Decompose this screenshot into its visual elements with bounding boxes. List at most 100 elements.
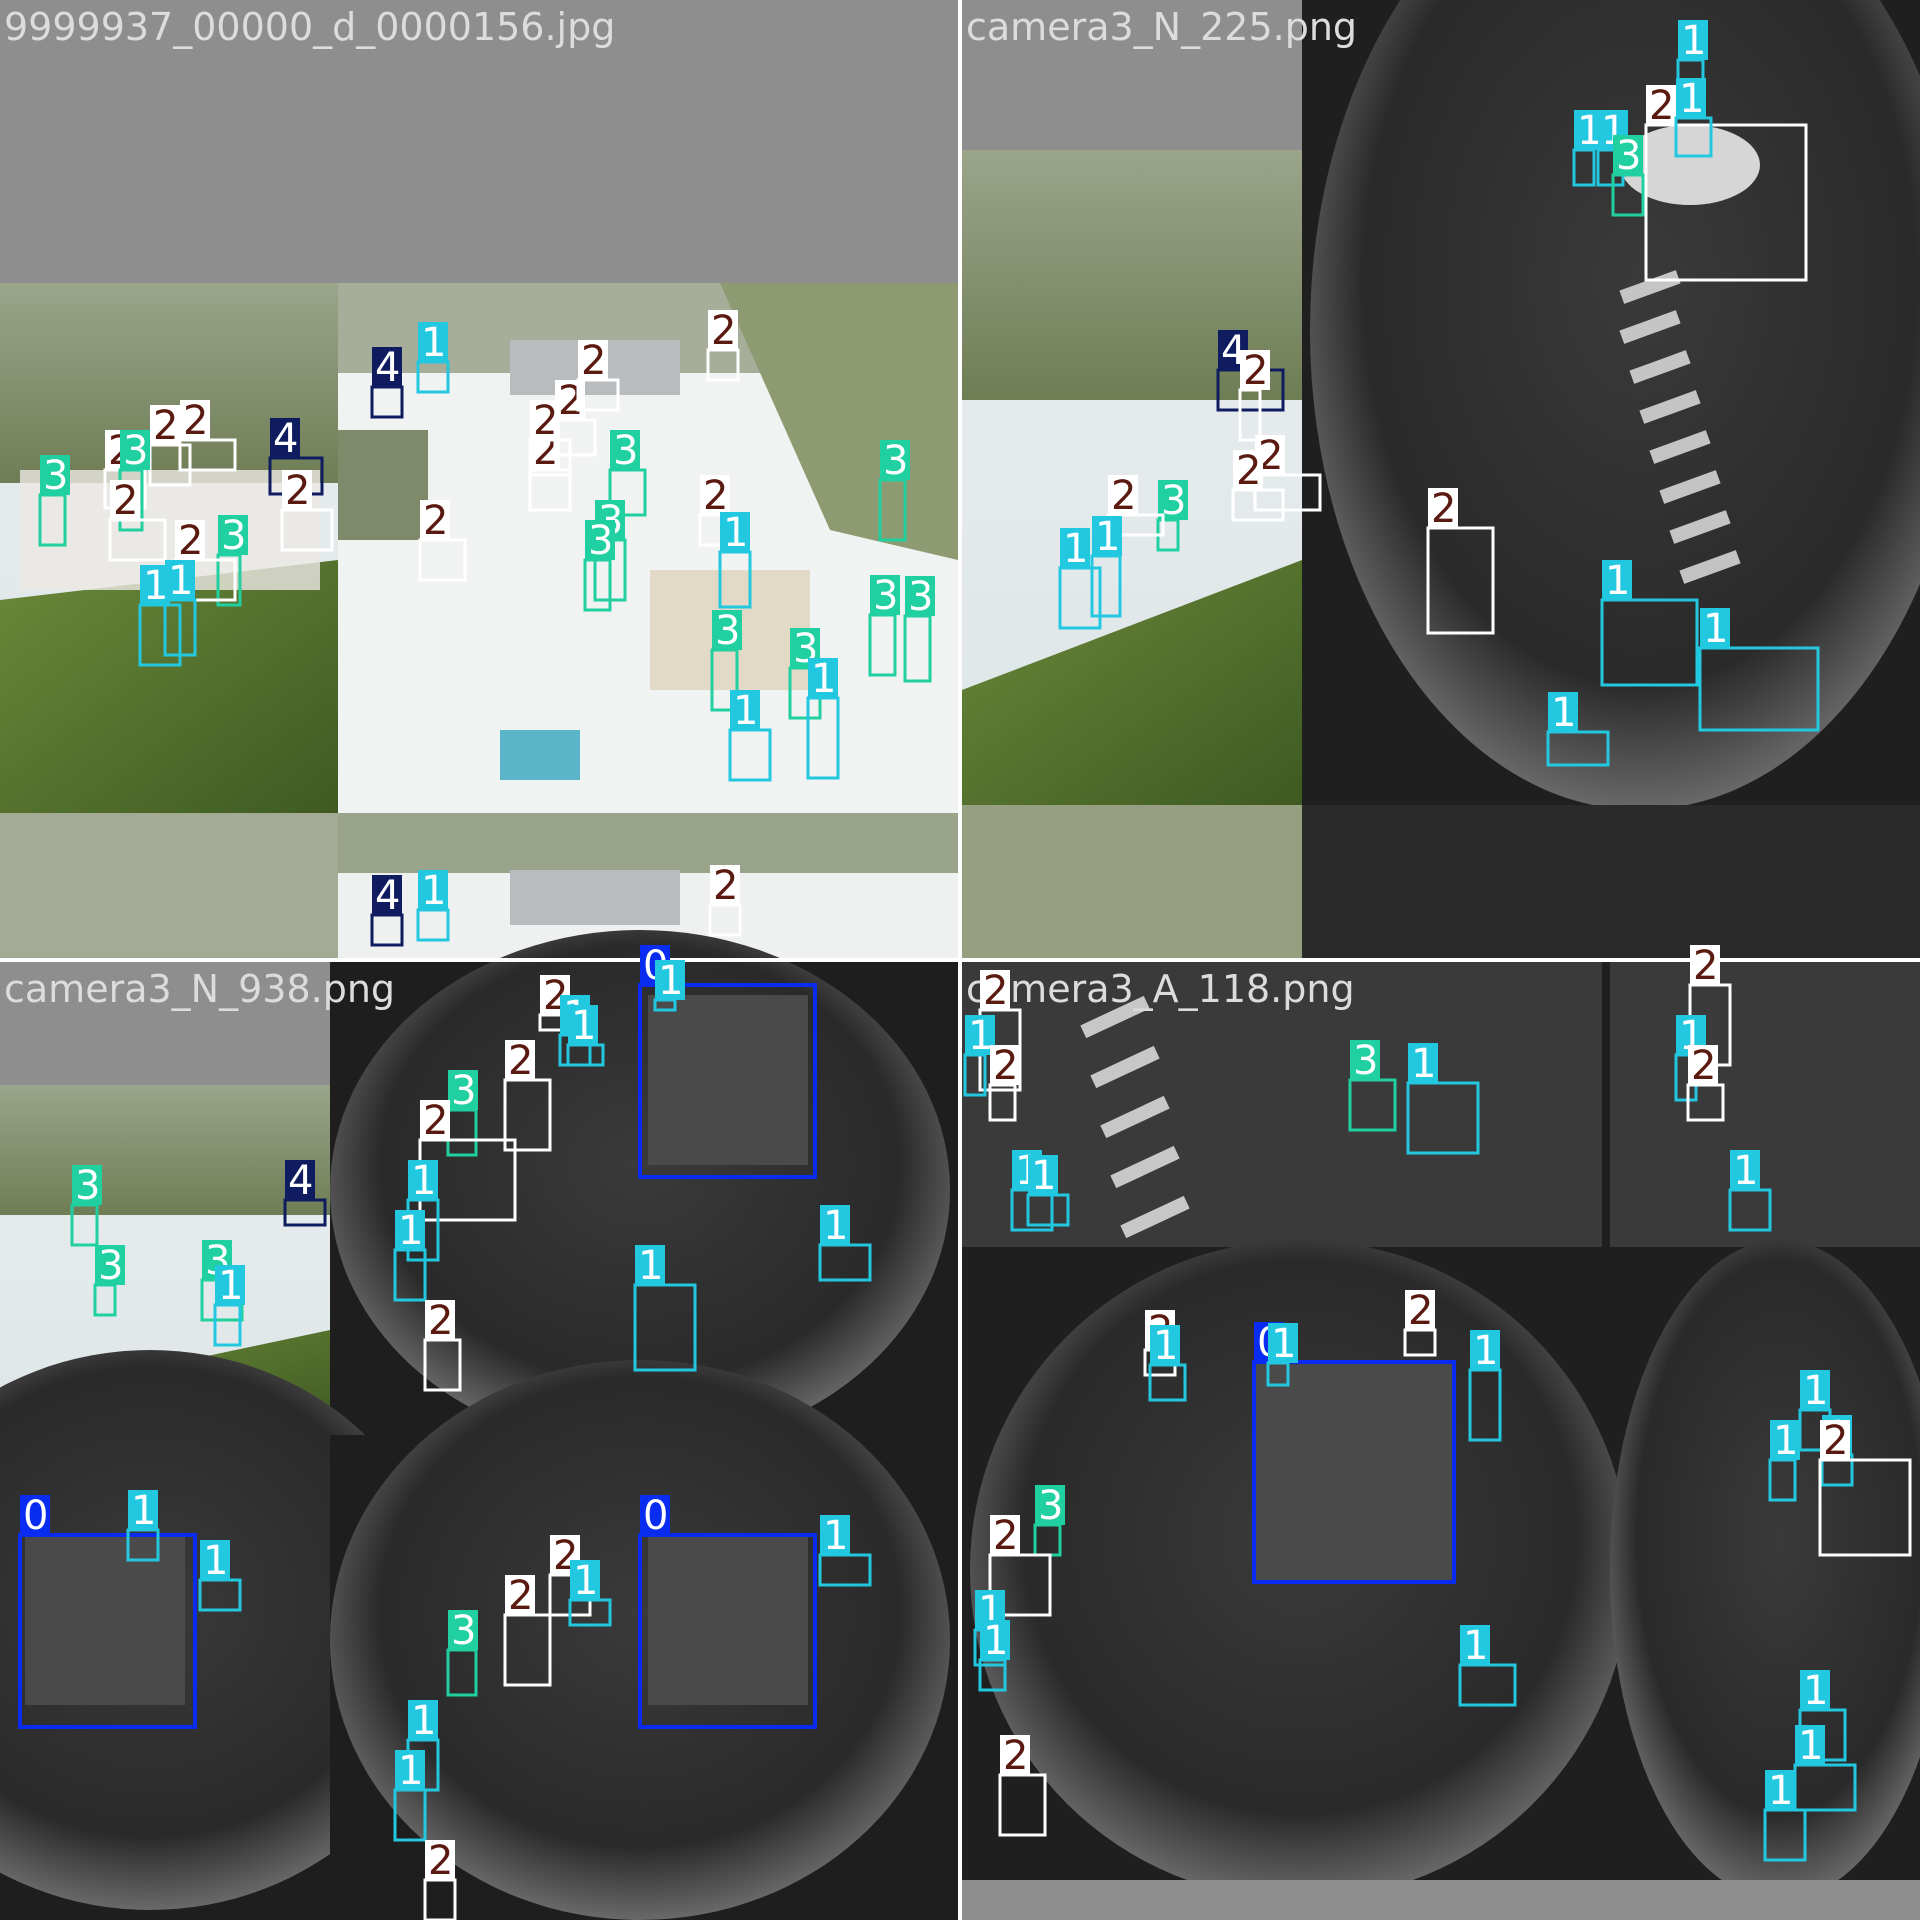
class-label: 1 <box>723 510 748 556</box>
bounding-box <box>18 1533 197 1729</box>
label-background <box>1428 488 1458 528</box>
label-background <box>730 690 760 730</box>
label-background <box>1000 1735 1030 1775</box>
label-background <box>1730 1150 1760 1190</box>
class-label: 2 <box>285 468 310 514</box>
class-label: 3 <box>451 1068 476 1114</box>
class-label: 1 <box>1605 558 1630 604</box>
class-label: 3 <box>715 608 740 654</box>
detection-box-class-2: 2 <box>998 1733 1047 1837</box>
class-label: 1 <box>168 558 193 604</box>
class-label: 1 <box>1463 1623 1488 1669</box>
class-label: 3 <box>43 453 68 499</box>
detection-box-class-1: 1 <box>978 1618 1010 1692</box>
class-label: 1 <box>1411 1041 1436 1087</box>
class-label: 3 <box>908 574 933 620</box>
label-background <box>568 1005 598 1045</box>
label-background <box>448 1070 478 1110</box>
detection-box-class-2: 2 <box>418 498 467 582</box>
label-background <box>655 960 685 1000</box>
label-background <box>1035 1485 1065 1525</box>
class-label: 1 <box>811 656 836 702</box>
class-label: 1 <box>733 688 758 734</box>
label-background <box>1765 1770 1795 1810</box>
label-background <box>635 1245 665 1285</box>
class-label: 2 <box>423 1098 448 1144</box>
detection-box-class-3: 3 <box>70 1163 102 1247</box>
detection-box-class-2: 2 <box>708 863 742 937</box>
detection-box-class-3: 3 <box>710 608 742 712</box>
class-label: 2 <box>993 1513 1018 1559</box>
detection-box-class-2: 2 <box>706 308 740 382</box>
label-background <box>1158 480 1188 520</box>
class-label: 3 <box>1161 478 1186 524</box>
class-label: 2 <box>581 338 606 384</box>
label-background <box>585 520 615 560</box>
class-label: 1 <box>411 1698 436 1744</box>
class-label: 1 <box>1095 514 1120 560</box>
class-label: 1 <box>398 1208 423 1254</box>
class-label: 1 <box>571 1003 596 1049</box>
label-background <box>128 1490 158 1530</box>
detection-box-class-3: 3 <box>446 1068 478 1157</box>
class-label: 1 <box>573 1558 598 1604</box>
detection-box-class-0: 0 <box>638 1493 817 1729</box>
bounding-box <box>638 983 817 1179</box>
detection-box-class-2: 2 <box>280 468 334 552</box>
label-background <box>578 340 608 380</box>
label-background <box>408 1700 438 1740</box>
class-label: 1 <box>1473 1328 1498 1374</box>
class-label: 2 <box>1003 1733 1028 1779</box>
label-background <box>418 322 448 362</box>
detection-boxes: 4222332321124122223332213333311241212111… <box>18 18 1912 1920</box>
label-background <box>1646 85 1676 125</box>
class-label: 3 <box>588 518 613 564</box>
class-label: 2 <box>1691 1043 1716 1089</box>
label-background <box>1820 1420 1850 1460</box>
detection-box-class-1: 1 <box>393 1748 427 1842</box>
class-label: 3 <box>75 1163 100 1209</box>
tile-title: camera3_N_938.png <box>4 967 395 1011</box>
tile-fisheye-938 <box>0 930 958 1920</box>
detection-box-class-1: 1 <box>1148 1323 1187 1402</box>
class-label: 2 <box>153 403 178 449</box>
label-background <box>1460 1625 1490 1665</box>
detection-box-class-3: 3 <box>608 428 647 517</box>
detection-box-class-4: 4 <box>268 416 324 496</box>
label-background <box>1548 692 1578 732</box>
class-label: 1 <box>1551 690 1576 736</box>
class-label: 0 <box>23 1493 48 1539</box>
detection-box-class-3: 3 <box>903 574 935 683</box>
class-label: 3 <box>98 1243 123 1289</box>
label-background <box>1028 1155 1058 1195</box>
detection-box-class-1: 1 <box>1468 1328 1502 1442</box>
class-label: 2 <box>178 518 203 564</box>
label-background <box>1240 350 1270 390</box>
class-label: 2 <box>508 1038 533 1084</box>
label-background <box>1602 560 1632 600</box>
detection-box-class-1: 1 <box>393 1208 427 1302</box>
detection-box-class-2: 2 <box>423 1298 462 1392</box>
label-background <box>1770 1420 1800 1460</box>
class-label: 3 <box>1616 133 1641 179</box>
class-label: 1 <box>203 1538 228 1584</box>
label-background <box>448 1610 478 1650</box>
label-background <box>1350 1040 1380 1080</box>
label-background <box>200 1540 230 1580</box>
class-label: 1 <box>1803 1368 1828 1414</box>
label-background <box>20 1495 50 1535</box>
label-background <box>270 418 300 458</box>
class-label: 2 <box>1243 348 1268 394</box>
label-background <box>372 347 402 387</box>
detection-box-class-0: 0 <box>18 1493 197 1729</box>
label-background <box>425 1300 455 1340</box>
detection-box-class-2: 2 <box>1238 348 1270 442</box>
label-background <box>870 575 900 615</box>
class-label: 3 <box>1353 1038 1378 1084</box>
detection-box-class-1: 1 <box>163 558 197 657</box>
bounding-box <box>1253 473 1322 512</box>
label-background <box>505 1040 535 1080</box>
detection-box-class-1: 1 <box>416 320 450 394</box>
class-label: 2 <box>1236 448 1261 494</box>
